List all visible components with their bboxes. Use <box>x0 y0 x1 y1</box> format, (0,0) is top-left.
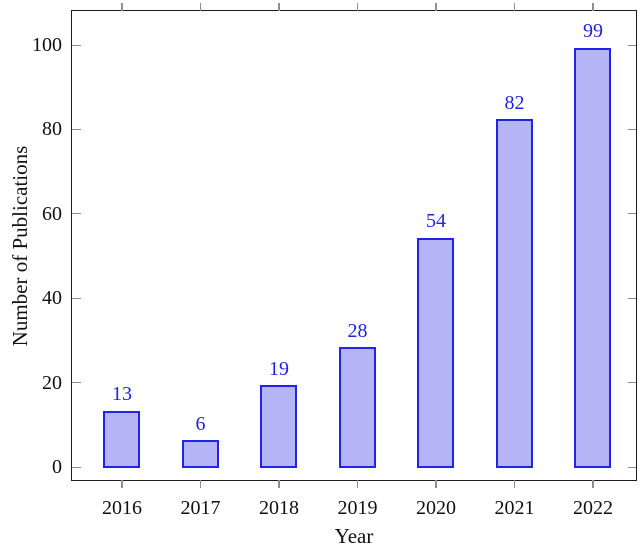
x-tick-label: 2019 <box>337 497 378 519</box>
x-tick-top <box>199 2 202 11</box>
x-tick-bottom <box>199 479 202 488</box>
bar-2018 <box>260 385 297 468</box>
x-tick-label: 2016 <box>102 497 142 519</box>
y-tick-label: 80 <box>42 118 62 141</box>
x-tick-top <box>592 2 594 11</box>
bar-value-label: 28 <box>347 319 368 342</box>
y-tick-left <box>72 44 81 46</box>
x-tick-top <box>121 2 123 11</box>
y-tick-right <box>627 44 636 46</box>
bar-value-label: 99 <box>583 20 603 43</box>
x-axis-title: Year <box>334 524 374 548</box>
y-tick-left <box>72 466 81 468</box>
y-tick-left <box>72 128 81 131</box>
bar-value-label: 13 <box>112 383 132 406</box>
x-tick-bottom <box>435 479 437 488</box>
y-tick-left <box>72 213 81 215</box>
x-tick-top <box>513 2 516 11</box>
y-tick-label: 60 <box>42 202 62 225</box>
bar-value-label: 82 <box>504 91 525 114</box>
y-tick-right <box>627 382 636 384</box>
bar-2022 <box>574 47 611 468</box>
y-tick-right <box>627 466 636 468</box>
bar-2019 <box>338 347 376 468</box>
x-tick-label: 2017 <box>180 497 221 519</box>
y-tick-right <box>627 297 636 299</box>
x-tick-label: 2022 <box>573 497 613 519</box>
bar-2021 <box>495 119 533 468</box>
x-tick-bottom <box>356 479 359 488</box>
x-tick-label: 2021 <box>494 497 535 519</box>
plot-area <box>71 10 637 481</box>
bar-2020 <box>417 237 454 468</box>
x-tick-top <box>435 2 437 11</box>
x-tick-top <box>356 2 359 11</box>
bar-2017 <box>181 440 219 468</box>
y-tick-right <box>627 213 636 215</box>
x-tick-label: 2018 <box>259 497 299 519</box>
x-tick-label: 2020 <box>416 497 456 519</box>
y-tick-left <box>72 297 81 299</box>
x-tick-bottom <box>592 479 594 488</box>
y-tick-label: 0 <box>52 456 62 478</box>
y-tick-label: 100 <box>32 34 62 56</box>
y-axis-title: Number of Publications <box>8 145 32 347</box>
y-tick-label: 20 <box>42 371 62 394</box>
x-tick-bottom <box>513 479 516 488</box>
y-tick-right <box>627 128 636 131</box>
bar-value-label: 19 <box>269 357 289 380</box>
y-tick-left <box>72 382 81 384</box>
bar-value-label: 54 <box>426 210 446 233</box>
x-tick-top <box>278 2 280 11</box>
x-tick-bottom <box>278 479 280 488</box>
bar-2016 <box>103 410 140 468</box>
x-tick-bottom <box>121 479 123 488</box>
y-tick-label: 40 <box>42 287 62 310</box>
bar-value-label: 6 <box>195 412 206 435</box>
